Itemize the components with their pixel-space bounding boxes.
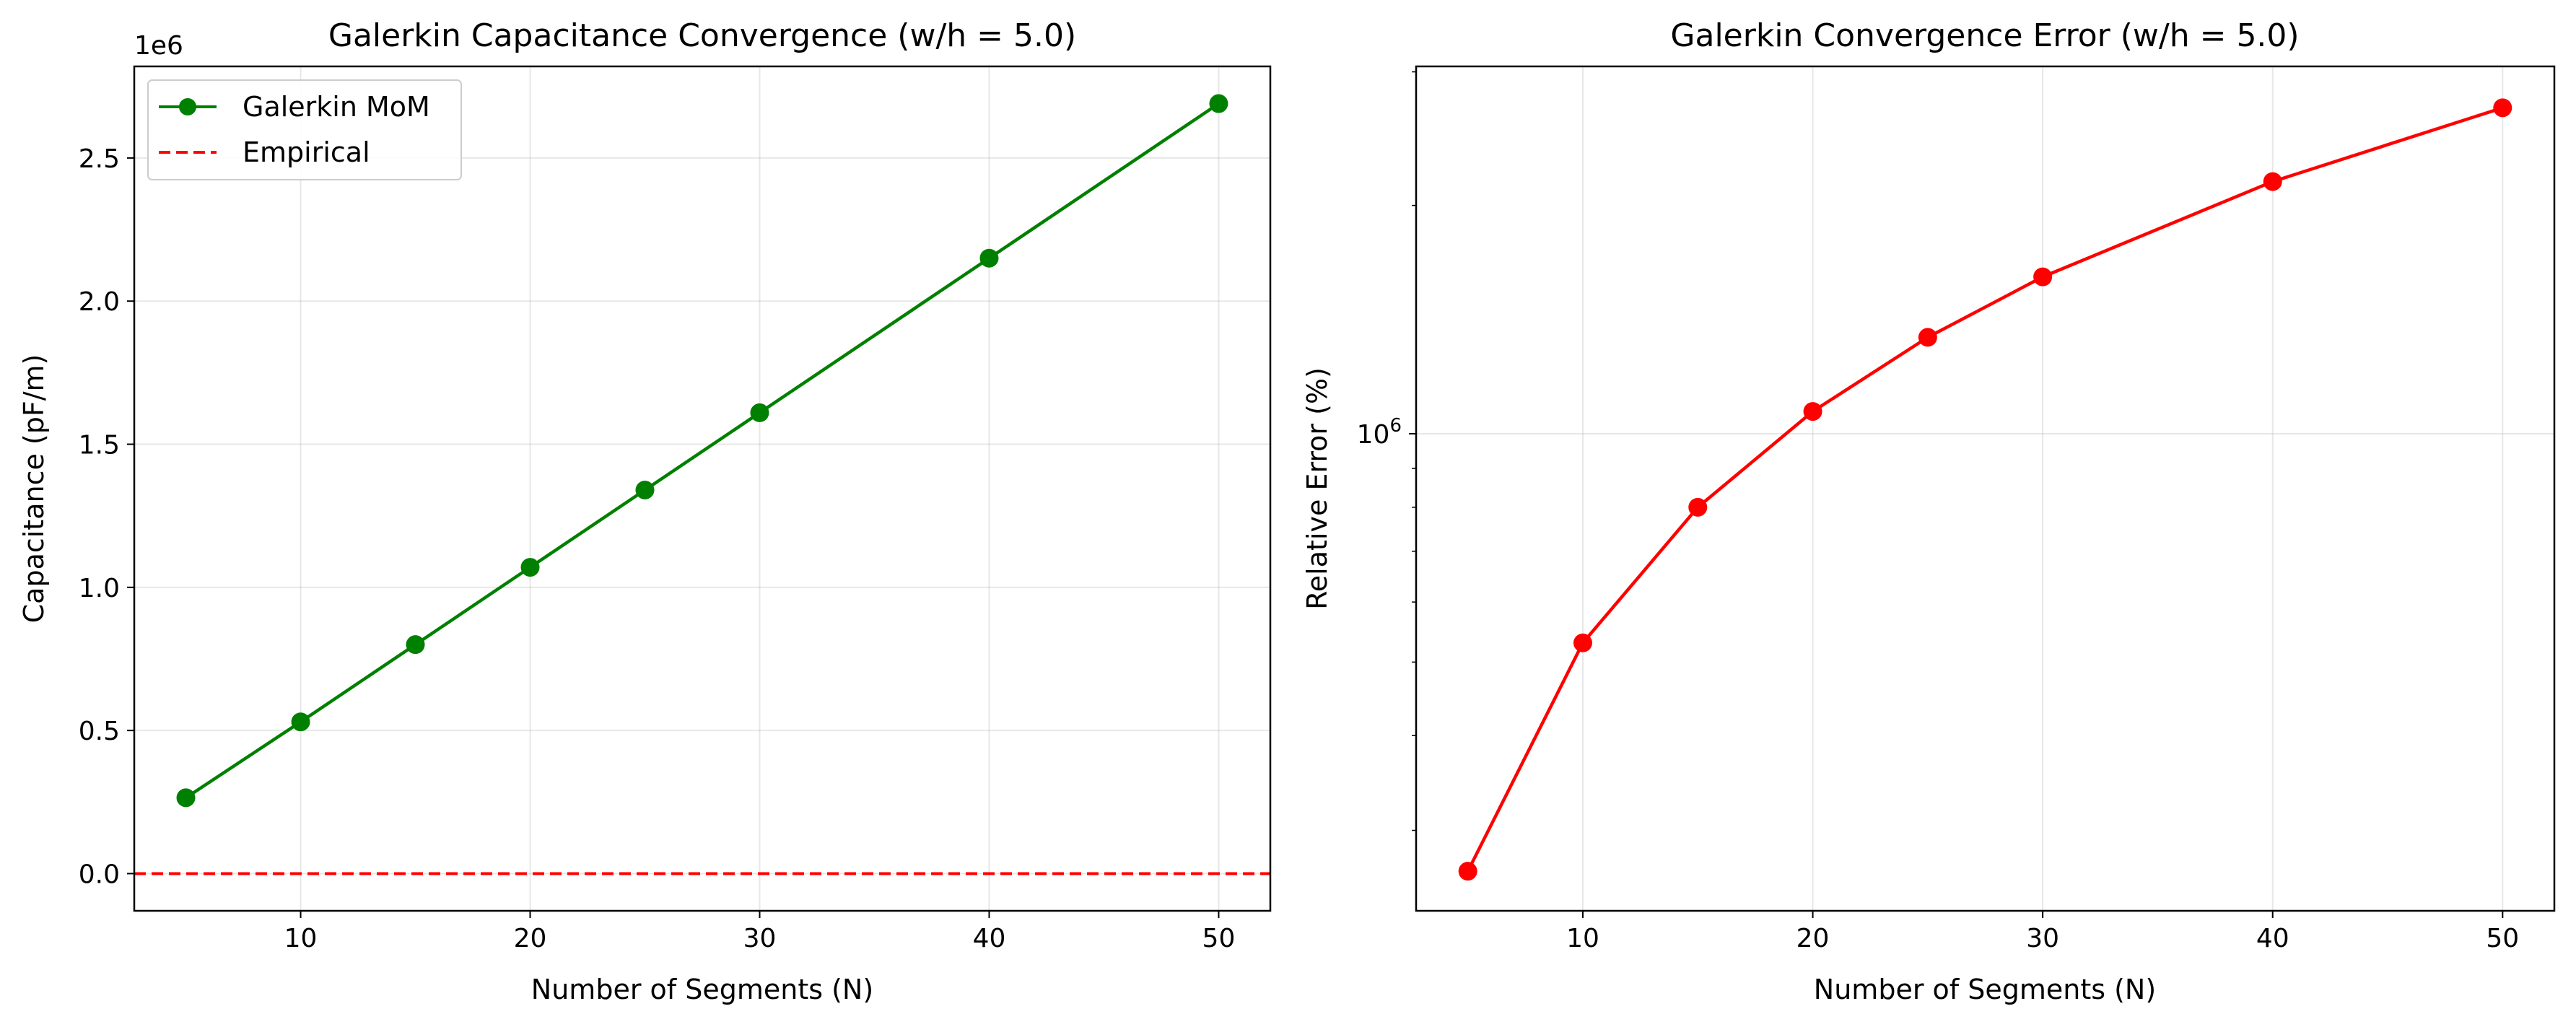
plot-area <box>1416 66 2554 911</box>
chart-title: Galerkin Convergence Error (w/h = 5.0) <box>1670 17 2299 54</box>
x-tick-label: 10 <box>284 924 318 953</box>
capacitance-chart: 10 20 30 40 50 0.0 0.5 1.0 1.5 2.0 2.5 Galerkin C… <box>18 17 1272 1005</box>
x-ticks: 10 20 30 40 50 <box>284 911 1236 953</box>
error-chart: 10 20 30 40 50 106 Galerkin Convergence Erro… <box>1301 17 2556 1005</box>
x-axis-label: Number of Segments (N) <box>1814 974 2156 1005</box>
y-axis-label: Relative Error (%) <box>1301 367 1333 610</box>
data-point <box>2493 98 2512 118</box>
y-tick-label: 1.5 <box>79 431 120 460</box>
data-point <box>1458 862 1477 881</box>
data-point <box>635 480 655 499</box>
data-point <box>1209 94 1228 113</box>
data-point <box>406 635 425 655</box>
data-point <box>291 712 310 732</box>
chart-title: Galerkin Capacitance Convergence (w/h = … <box>328 17 1076 54</box>
x-tick-label: 30 <box>743 924 777 953</box>
series-group <box>176 94 1228 808</box>
y-tick-label: 2.5 <box>79 144 120 174</box>
data-point <box>2263 172 2282 191</box>
x-tick-label: 20 <box>514 924 547 953</box>
x-tick-label: 20 <box>1796 924 1830 953</box>
legend-marker-galerkin <box>179 98 196 115</box>
y-tick-label: 1.0 <box>79 574 120 603</box>
data-point <box>1573 633 1592 652</box>
y-ticks: 0.0 0.5 1.0 1.5 2.0 2.5 <box>79 144 134 889</box>
x-tick-label: 40 <box>973 924 1006 953</box>
series-line-error <box>1466 106 2504 873</box>
x-tick-label: 10 <box>1566 924 1599 953</box>
x-tick-label: 30 <box>2026 924 2059 953</box>
x-ticks: 10 20 30 40 50 <box>1566 911 2519 953</box>
data-point <box>176 788 196 808</box>
data-point <box>1803 402 1822 421</box>
legend: Galerkin MoM Empirical <box>147 79 462 180</box>
plot-area <box>134 66 1270 911</box>
x-tick-label: 40 <box>2256 924 2289 953</box>
data-point <box>1918 328 1937 347</box>
legend-label-galerkin: Galerkin MoM <box>243 91 430 123</box>
y-tick-label: 2.0 <box>79 287 120 317</box>
data-point <box>750 403 769 422</box>
data-point <box>2033 267 2053 287</box>
y-ticks: 106 <box>1357 71 1416 831</box>
x-axis-label: Number of Segments (N) <box>531 974 873 1005</box>
legend-label-empirical: Empirical <box>243 136 370 168</box>
y-axis-label: Capacitance (pF/m) <box>18 354 50 624</box>
grid <box>1416 66 2554 911</box>
y-tick-label: 0.5 <box>79 717 120 746</box>
data-point <box>979 248 999 268</box>
legend-box <box>147 79 462 180</box>
data-point <box>520 558 540 577</box>
plot-frame <box>133 65 1272 912</box>
x-tick-label: 50 <box>2486 924 2519 953</box>
data-point <box>1688 497 1708 517</box>
y-tick-label: 106 <box>1357 415 1402 450</box>
series-line-galerkin <box>185 102 1220 800</box>
plot-frame <box>1415 65 2556 912</box>
series-group <box>1458 98 2512 881</box>
y-offset-label: 1e6 <box>134 31 183 61</box>
y-tick-label: 0.0 <box>79 860 120 889</box>
x-tick-label: 50 <box>1202 924 1236 953</box>
